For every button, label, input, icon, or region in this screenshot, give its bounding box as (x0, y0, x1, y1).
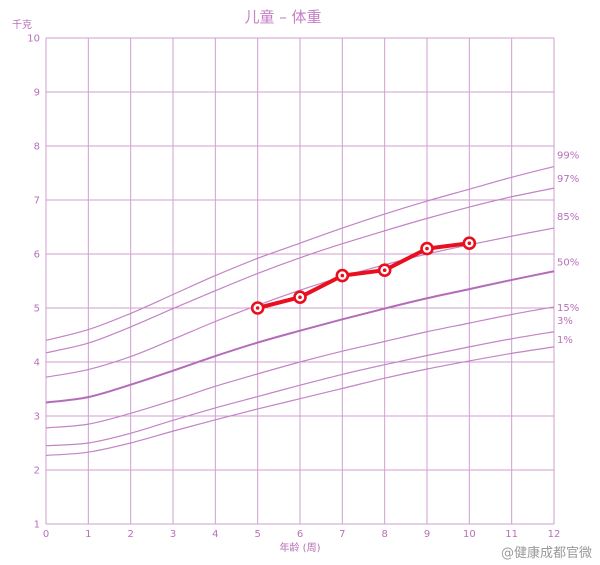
series-point-dot-4 (425, 246, 429, 251)
x-tick-label-6: 6 (297, 529, 303, 540)
percentile-label-99: 99% (557, 151, 579, 162)
x-tick-label-3: 3 (170, 529, 176, 540)
series-line (257, 241, 470, 310)
percentile-curve-50 (45, 270, 555, 404)
grid-lines (45, 37, 555, 525)
y-axis-unit-label: 千克 (12, 19, 32, 31)
percentile-label-85: 85% (557, 212, 579, 223)
percentile-label-97: 97% (557, 174, 579, 185)
x-tick-label-8: 8 (381, 529, 387, 540)
y-tick-label-2: 3 (34, 412, 40, 423)
y-tick-label-5: 6 (34, 250, 40, 261)
x-tick-label-4: 4 (212, 529, 218, 540)
percentile-label-1: 1% (557, 335, 573, 346)
series-point-dot-5 (467, 241, 472, 245)
percentile-label-3: 3% (557, 316, 573, 327)
series-point-dot-0 (255, 306, 260, 310)
x-tick-label-11: 11 (505, 529, 518, 540)
x-tick-label-10: 10 (463, 529, 476, 540)
y-tick-label-1: 2 (34, 466, 40, 477)
percentile-curve-3 (45, 331, 555, 447)
series-point-dot-2 (340, 273, 345, 278)
percentile-curve-97 (45, 187, 555, 354)
x-tick-label-9: 9 (424, 529, 430, 540)
series-point-dot-1 (298, 295, 302, 300)
y-tick-label-3: 4 (34, 358, 40, 369)
child-weight-series (250, 236, 477, 315)
percentile-curve-15 (45, 306, 555, 429)
y-tick-label-6: 7 (34, 196, 40, 207)
watermark-text: @健康成都官微 (501, 545, 592, 561)
percentile-labels: 99% 97% 85% 50% 15% 3% 1% (557, 151, 579, 346)
y-tick-label-8: 9 (34, 88, 40, 99)
chart-title: 儿童 – 体重 (244, 8, 321, 26)
x-tick-label-1: 1 (85, 529, 91, 540)
percentile-label-15: 15% (557, 303, 579, 314)
x-tick-label-2: 2 (127, 529, 133, 540)
y-tick-label-9: 10 (27, 34, 40, 45)
x-tick-label-0: 0 (43, 529, 49, 540)
x-tick-label-7: 7 (339, 529, 345, 540)
percentile-label-50: 50% (557, 257, 579, 268)
percentile-curve-99 (45, 165, 555, 341)
y-tick-label-7: 8 (34, 142, 40, 153)
x-tick-label-5: 5 (254, 529, 260, 540)
y-tick-label-4: 5 (34, 304, 40, 315)
y-tick-label-0: 1 (34, 520, 40, 531)
percentile-curve-1 (45, 346, 555, 457)
series-point-dot-3 (382, 268, 387, 273)
x-axis-label: 年龄 (周) (280, 541, 321, 554)
x-tick-label-12: 12 (548, 529, 561, 540)
